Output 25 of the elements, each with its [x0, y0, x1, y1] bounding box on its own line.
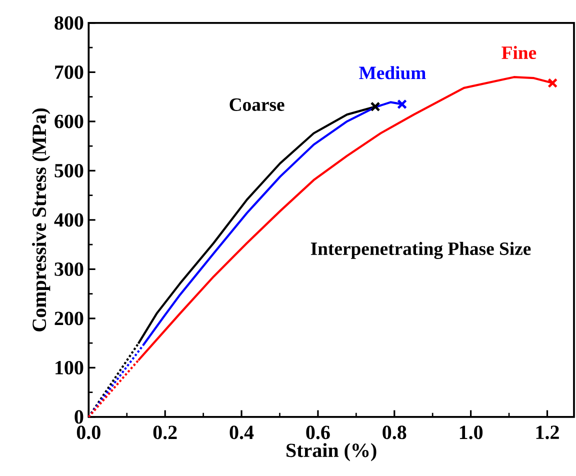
series-label: Fine [502, 46, 536, 60]
point [548, 78, 558, 88]
x-tick-label: 0.8 [382, 426, 406, 440]
x-tick-label: 0.4 [230, 426, 254, 440]
y-tick-label: 500 [54, 164, 84, 178]
point [397, 99, 408, 110]
x-tick-label: 0.2 [153, 426, 177, 440]
y-tick-label: 400 [54, 213, 84, 227]
y-tick-label: 800 [54, 16, 84, 30]
annotation: Interpenetrating Phase Size [310, 242, 531, 260]
y-axis-title: Compressive Stress (MPa) [32, 108, 50, 332]
series-label: Medium [359, 66, 426, 80]
y-tick-label: 300 [54, 262, 84, 276]
y-tick-label: 700 [55, 65, 84, 79]
x-axis-title: Strain (%) [286, 443, 376, 462]
y-tick-label: 0 [74, 410, 84, 424]
point [370, 102, 380, 112]
y-tick-label: 200 [54, 312, 84, 326]
y-tick-label: 600 [54, 114, 84, 128]
x-tick-label: 0.6 [306, 426, 330, 440]
x-tick-label: 1.2 [536, 426, 559, 440]
series-label: Coarse [230, 98, 284, 111]
x-tick-label: 1.0 [460, 426, 483, 440]
x-tick-label: 0.0 [76, 426, 100, 440]
y-tick-label: 100 [56, 360, 84, 374]
